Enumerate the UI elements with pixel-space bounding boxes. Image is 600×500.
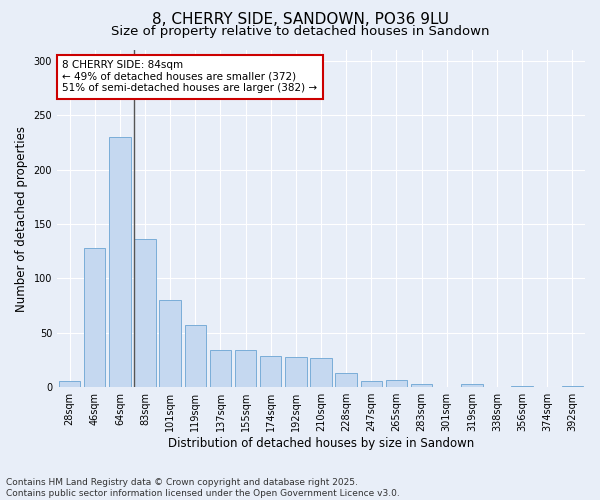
Bar (411, 384, 432, 387)
Bar (511, 386, 533, 387)
Bar (185, 325, 206, 387)
Text: 8, CHERRY SIDE, SANDOWN, PO36 9LU: 8, CHERRY SIDE, SANDOWN, PO36 9LU (151, 12, 449, 28)
Bar (260, 356, 281, 387)
Bar (562, 386, 583, 387)
Bar (109, 137, 131, 387)
Text: Contains HM Land Registry data © Crown copyright and database right 2025.
Contai: Contains HM Land Registry data © Crown c… (6, 478, 400, 498)
Bar (134, 240, 156, 387)
Bar (285, 357, 307, 387)
Bar (335, 373, 357, 387)
Y-axis label: Number of detached properties: Number of detached properties (15, 126, 28, 312)
Bar (59, 380, 80, 387)
Bar (84, 248, 106, 387)
Bar (310, 358, 332, 387)
Bar (461, 384, 482, 387)
Text: 8 CHERRY SIDE: 84sqm
← 49% of detached houses are smaller (372)
51% of semi-deta: 8 CHERRY SIDE: 84sqm ← 49% of detached h… (62, 60, 317, 94)
Text: Size of property relative to detached houses in Sandown: Size of property relative to detached ho… (111, 25, 489, 38)
Bar (386, 380, 407, 387)
Bar (235, 350, 256, 387)
X-axis label: Distribution of detached houses by size in Sandown: Distribution of detached houses by size … (168, 437, 474, 450)
Bar (361, 380, 382, 387)
Bar (210, 350, 231, 387)
Bar (160, 300, 181, 387)
